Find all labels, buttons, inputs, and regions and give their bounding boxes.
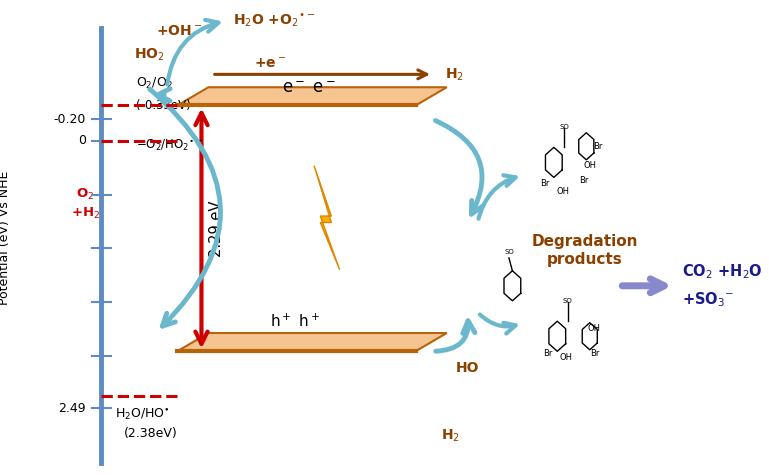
Text: HO: HO [456,361,479,375]
Text: h$^+$ h$^+$: h$^+$ h$^+$ [270,313,320,330]
Text: O$_2$/O$_2$: O$_2$/O$_2$ [136,76,172,91]
Text: H$_2$: H$_2$ [441,428,460,444]
Text: 2.49: 2.49 [58,402,86,415]
Text: H$_2$: H$_2$ [444,66,464,83]
Text: SO: SO [504,249,514,255]
Text: e$^-$ e$^-$: e$^-$ e$^-$ [281,79,335,97]
Text: +OH$^-$: +OH$^-$ [156,24,202,38]
Text: H$_2$O +O$_2$$^{\bullet-}$: H$_2$O +O$_2$$^{\bullet-}$ [233,12,315,29]
Text: -0.20: -0.20 [54,113,86,126]
Text: SO: SO [563,298,573,304]
Text: Br: Br [593,142,602,151]
Text: H$_2$O/HO$^{\bullet}$: H$_2$O/HO$^{\bullet}$ [115,407,170,422]
Text: HO$_2$: HO$_2$ [135,47,165,63]
Text: Br: Br [540,180,550,189]
Text: OH: OH [584,161,597,170]
Text: OH: OH [560,353,573,362]
Text: OH: OH [556,187,569,196]
Text: +SO$_3$$^{-}$: +SO$_3$$^{-}$ [681,290,734,309]
Text: (2.38eV): (2.38eV) [124,428,178,440]
Text: SO: SO [559,124,569,130]
Text: 2.29 eV: 2.29 eV [209,200,225,256]
Text: Potential (eV) Vs NHE: Potential (eV) Vs NHE [0,171,11,304]
Text: Br: Br [544,349,553,358]
Polygon shape [314,166,340,270]
Text: +e$^-$: +e$^-$ [255,57,287,71]
Text: Br: Br [579,176,588,185]
Text: CO$_2$ +H$_2$O: CO$_2$ +H$_2$O [681,263,762,281]
Polygon shape [178,333,447,352]
Polygon shape [178,87,447,105]
Text: Br: Br [591,349,600,358]
Text: $-$O$_2$/HO$_2$$^{\bullet-}$: $-$O$_2$/HO$_2$$^{\bullet-}$ [136,138,203,153]
Text: (-0.33eV): (-0.33eV) [136,99,191,112]
Text: Degradation
products: Degradation products [531,234,638,266]
Text: 0: 0 [78,134,86,147]
Text: +H$_2$: +H$_2$ [71,206,100,221]
Text: O$_2$: O$_2$ [76,187,95,202]
Text: OH: OH [588,324,601,333]
